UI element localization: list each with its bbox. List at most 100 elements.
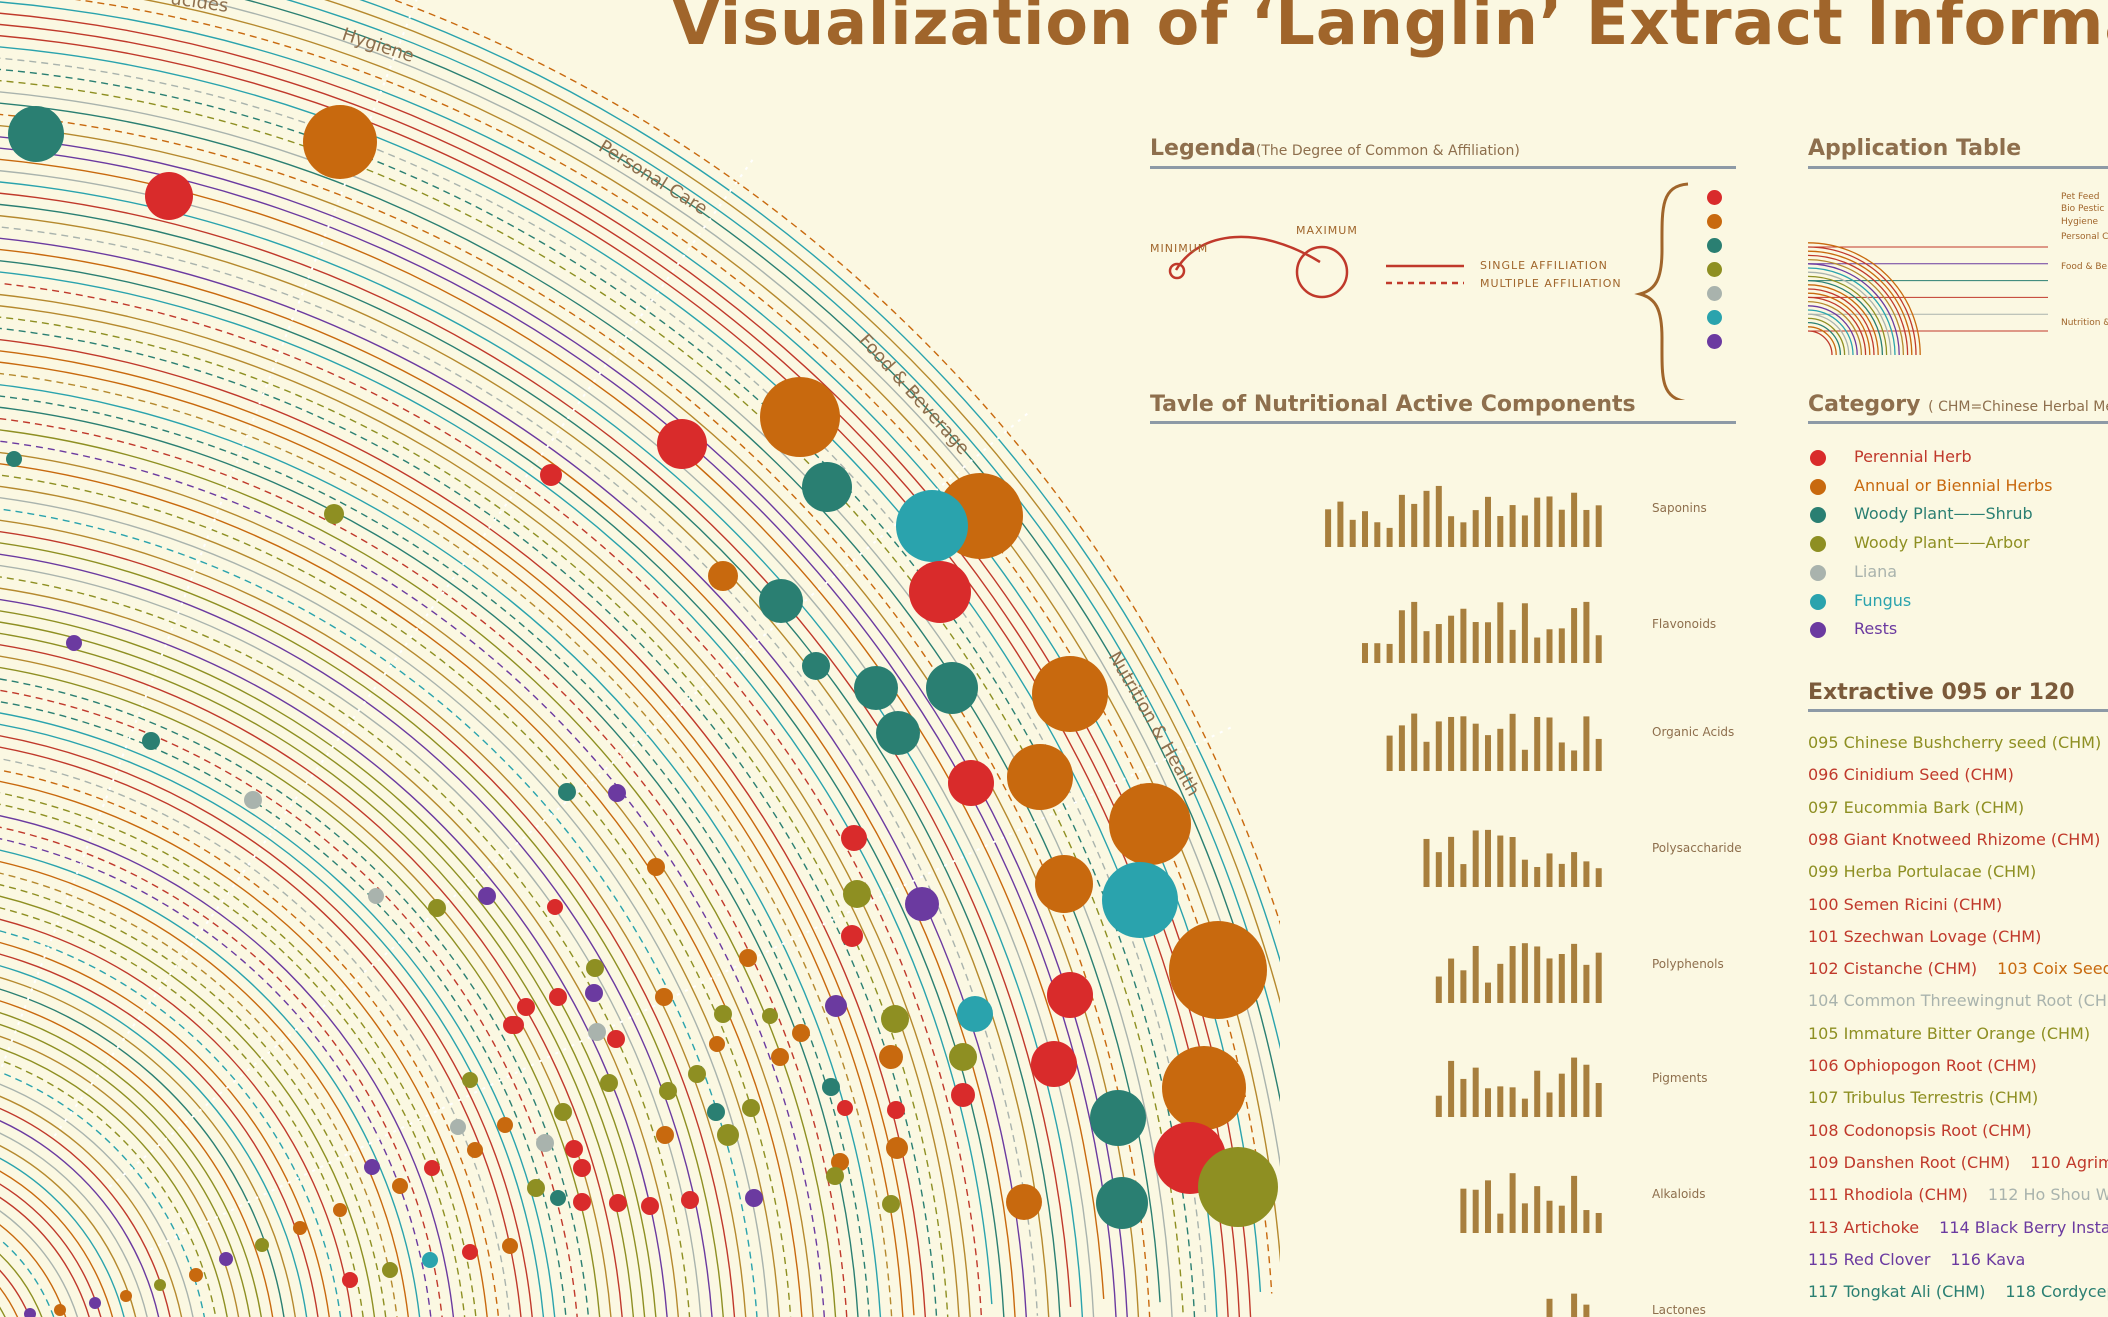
- component-bar: [1497, 835, 1504, 887]
- extract-dot: [1096, 1177, 1148, 1229]
- affiliation-arc: [0, 941, 330, 1317]
- component-bar: [1571, 750, 1578, 771]
- extract-dot: [565, 1140, 583, 1158]
- extractive-item: 114 Black Berry Instan: [1939, 1217, 2108, 1237]
- affiliation-arc: [0, 125, 1140, 1317]
- affiliation-arc: [0, 815, 454, 1317]
- extract-dot: [1031, 1041, 1077, 1087]
- app-arc: [1808, 258, 1905, 356]
- legend-dot: [1707, 214, 1722, 229]
- extract-dot: [876, 711, 920, 755]
- component-bar: [1558, 954, 1565, 1003]
- affiliation-arc: [0, 181, 1084, 1317]
- affiliation-arc: [0, 418, 848, 1317]
- extract-dot: [527, 1179, 545, 1197]
- component-label: Polyphenols: [1652, 957, 1724, 971]
- extractive-row: 102 Cistanche (CHM) 103 Coix Seed: [1808, 959, 2108, 978]
- affiliation-arc: [359, 0, 1280, 963]
- component-bar: [1595, 868, 1602, 887]
- extractive-item: 117 Tongkat Ali (CHM): [1808, 1282, 1986, 1302]
- affiliation-arc: [0, 57, 1207, 1315]
- nutrition-table-title: Tavle of Nutritional Active Components: [1150, 392, 1636, 417]
- component-label: Lactones: [1652, 1303, 1706, 1317]
- extract-dot: [145, 172, 193, 220]
- component-bar: [1374, 643, 1381, 663]
- extract-dot: [324, 504, 344, 524]
- legend-title-text: Legenda: [1150, 136, 1256, 161]
- component-bar: [1546, 1200, 1553, 1233]
- extract-dot: [714, 1005, 732, 1023]
- component-bar: [1509, 629, 1516, 663]
- sector-divider: [53, 159, 754, 1137]
- affiliation-arc: [0, 1132, 148, 1317]
- affiliation-arc: [0, 780, 488, 1317]
- extractive-row: 105 Immature Bitter Orange (CHM): [1808, 1024, 2096, 1043]
- extractive-item: 112 Ho Shou W: [1987, 1185, 2108, 1205]
- sector-divider: [149, 726, 1232, 1251]
- app-arc: [1808, 317, 1846, 356]
- component-bar: [1595, 1083, 1602, 1117]
- affiliation-arc: [0, 136, 1128, 1317]
- component-bar-chart: [1546, 1293, 1590, 1317]
- affiliation-arc: [0, 485, 781, 1317]
- app-arc: [1808, 309, 1854, 356]
- extract-dot: [1109, 783, 1191, 865]
- component-bar: [1571, 1293, 1578, 1317]
- component-bar: [1595, 635, 1602, 663]
- nutrition-table-rule: [1150, 421, 1736, 424]
- affiliation-arc: [0, 451, 814, 1317]
- component-bar: [1583, 1304, 1590, 1317]
- affiliation-arc: [0, 953, 319, 1317]
- extract-dot: [1169, 921, 1267, 1019]
- app-arc: [1808, 271, 1892, 356]
- affiliation-arc: [0, 361, 904, 1317]
- app-arc: [1808, 267, 1896, 356]
- app-arc: [1808, 242, 1921, 356]
- extract-dot: [422, 1252, 438, 1268]
- component-bar: [1386, 527, 1393, 547]
- extractive-row: 101 Szechwan Lovage (CHM): [1808, 927, 2047, 946]
- extract-dot: [54, 1304, 66, 1316]
- extract-dot: [368, 888, 384, 904]
- component-label: Flavonoids: [1652, 617, 1717, 631]
- extract-dot: [792, 1024, 810, 1042]
- affiliation-arc: [0, 1286, 19, 1317]
- affiliation-arc: [0, 564, 702, 1317]
- component-bar: [1558, 742, 1565, 771]
- component-bar: [1595, 952, 1602, 1003]
- extract-dot: [843, 880, 871, 908]
- affiliation-arc: [0, 632, 635, 1317]
- component-bar: [1571, 608, 1578, 663]
- component-bar: [1485, 735, 1491, 771]
- component-bar: [1534, 497, 1541, 547]
- extractive-row: 095 Chinese Bushcherry seed (CHM): [1808, 733, 2107, 752]
- extractive-item: 111 Rhodiola (CHM): [1808, 1185, 1968, 1205]
- component-bar: [1497, 963, 1504, 1003]
- affiliation-arc: [0, 598, 668, 1317]
- component-bar-chart: [1423, 829, 1602, 887]
- extract-dot: [1090, 1090, 1146, 1146]
- extractive-row: 108 Codonopsis Root (CHM): [1808, 1121, 2038, 1140]
- component-bar: [1472, 1067, 1479, 1117]
- component-bar: [1534, 1186, 1541, 1233]
- affiliation-arc: [0, 497, 769, 1317]
- component-bar-chart: [1325, 485, 1602, 547]
- component-bar: [1423, 490, 1430, 547]
- legend-multiple-affiliation: MULTIPLE AFFILIATION: [1480, 277, 1622, 290]
- component-bar: [1362, 643, 1368, 663]
- category-subtitle: ( CHM=Chinese Herbal Medicin: [1928, 399, 2108, 415]
- extract-dot: [609, 1194, 627, 1212]
- component-bar: [1583, 861, 1590, 887]
- affiliation-arc: [0, 1170, 114, 1317]
- extract-dot: [333, 1203, 347, 1217]
- component-bar: [1472, 510, 1479, 547]
- extract-dot: [655, 988, 673, 1006]
- affiliation-arc: [0, 237, 1027, 1317]
- extract-dot: [1006, 1184, 1042, 1220]
- extractive-row: 097 Eucommia Bark (CHM): [1808, 798, 2030, 817]
- affiliation-arc: [0, 792, 477, 1317]
- affiliation-arc: [0, 621, 646, 1317]
- extract-dot: [854, 666, 898, 710]
- app-arc: [1808, 246, 1917, 356]
- affiliation-arc: [0, 988, 285, 1317]
